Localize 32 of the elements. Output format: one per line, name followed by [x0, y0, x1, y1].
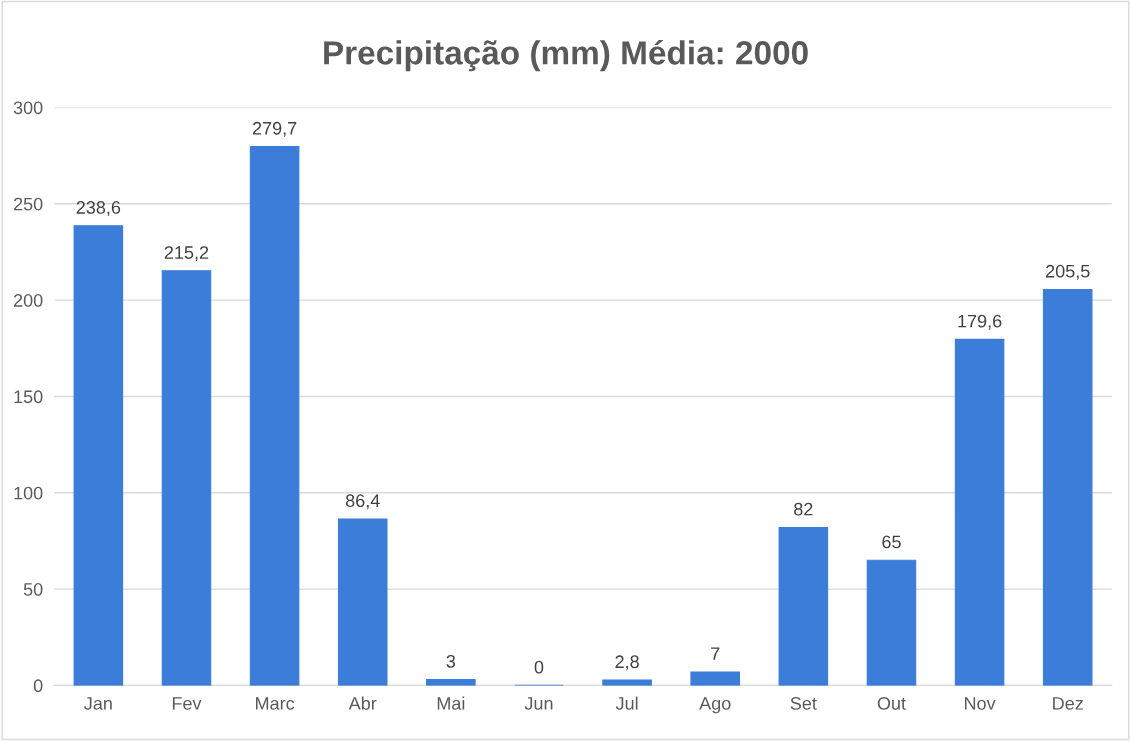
x-tick-label: Jun [524, 697, 553, 710]
data-label: 86,4 [345, 494, 380, 510]
data-label: 65 [882, 535, 901, 549]
x-tick-label: Jan [84, 697, 112, 710]
x-tick-label: Ago [699, 697, 731, 714]
data-label: 215,2 [164, 246, 209, 262]
y-tick-label: 100 [14, 486, 43, 500]
data-label: 2,8 [615, 655, 639, 671]
y-tick-label: 150 [14, 390, 43, 404]
y-tick-label: 300 [13, 101, 43, 115]
x-tick-label: Out [877, 697, 906, 710]
data-label: 205,5 [1046, 264, 1090, 280]
x-tick-label: Mai [437, 696, 465, 710]
x-tick-label: Jul [615, 696, 638, 710]
x-tick-label: Fev [172, 697, 202, 710]
data-label: 82 [794, 502, 813, 516]
x-tick-label: Nov [965, 697, 996, 710]
y-tick-label: 0 [33, 679, 43, 693]
y-tick-label: 200 [13, 294, 43, 307]
data-label: 279,7 [252, 121, 297, 137]
data-label: 179,6 [958, 314, 1002, 330]
data-label: 238,6 [76, 201, 121, 216]
x-tick-label: Marc [256, 697, 295, 710]
data-label: 3 [446, 654, 456, 668]
data-label: 0 [534, 660, 544, 674]
data-label: 7 [711, 647, 720, 660]
y-tick-label: 50 [23, 583, 43, 596]
chart-title: Precipitação (mm) Média: 2000 [324, 39, 808, 72]
y-tick-label: 250 [13, 197, 43, 211]
x-tick-label: Set [790, 697, 817, 710]
x-tick-label: Abr [348, 696, 377, 710]
x-tick-label: Dez [1053, 697, 1083, 710]
